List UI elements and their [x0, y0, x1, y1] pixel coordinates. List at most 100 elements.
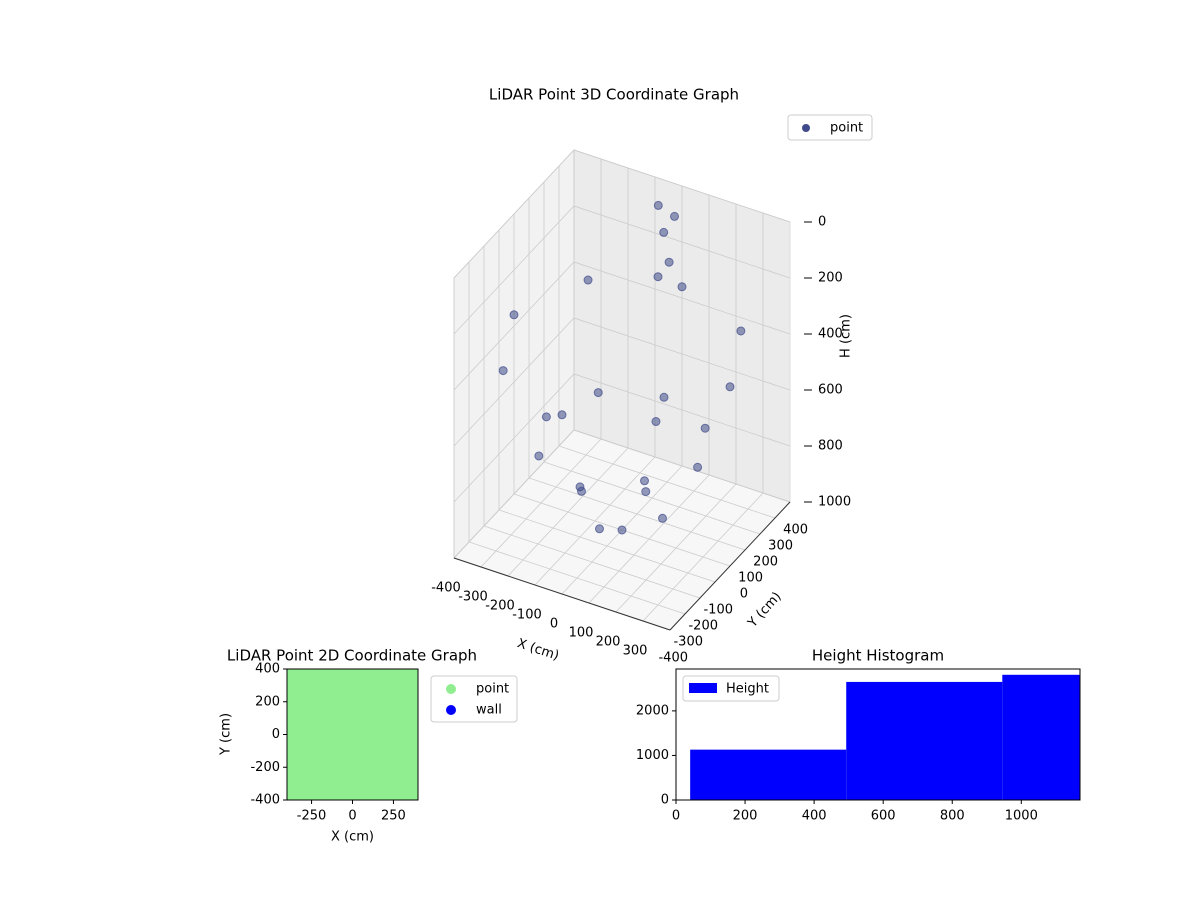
- x-tick-label: 600: [871, 809, 896, 824]
- axes-frame: [675, 668, 1081, 801]
- y-tick-label: 200: [255, 694, 280, 709]
- y-tick-label: 100: [738, 571, 763, 586]
- legend-marker: [446, 705, 456, 715]
- point: [583, 275, 593, 285]
- y-tick-label: -200: [250, 760, 280, 775]
- point: [659, 227, 669, 237]
- y-tick-label: -200: [688, 619, 718, 634]
- z-tick-label: 1000: [818, 495, 851, 510]
- chart-title: Height Histogram: [812, 647, 944, 665]
- bar: [690, 749, 847, 800]
- y-axis: [669, 501, 791, 631]
- legend-marker: [446, 684, 456, 694]
- z-tick-label: 0: [818, 215, 826, 230]
- grid-line: [453, 261, 791, 391]
- plot-area: [690, 674, 1080, 800]
- grid-line: [453, 429, 791, 559]
- y-tick-label: -300: [673, 635, 703, 650]
- point: [653, 200, 663, 210]
- legend-marker: [689, 683, 717, 693]
- y-tick-label: 200: [753, 555, 778, 570]
- point: [534, 451, 544, 461]
- legend-label: wall: [476, 703, 502, 718]
- y-tick-label: 0: [740, 587, 748, 602]
- legend-box: [787, 114, 873, 141]
- point: [670, 211, 679, 221]
- point: [664, 257, 674, 267]
- point: [617, 525, 627, 535]
- x-tick-label: 200: [596, 635, 621, 650]
- legend-marker: [802, 124, 810, 132]
- point: [651, 417, 661, 427]
- y-axis-label: Y (cm): [219, 713, 234, 756]
- y-tick-label: 0: [661, 793, 669, 808]
- y-axis-label: Y (cm): [745, 589, 785, 631]
- x-tick-label: 300: [623, 644, 648, 659]
- z-tick-label: 800: [818, 439, 843, 454]
- point: [725, 382, 735, 392]
- y-tick-label: -400: [658, 651, 688, 666]
- y-tick-label: 400: [783, 523, 808, 538]
- x-tick-label: 200: [733, 809, 758, 824]
- grid-line: [453, 317, 791, 447]
- x-tick-label: 400: [802, 809, 827, 824]
- z-axis-label: H (cm): [839, 314, 854, 358]
- point: [677, 282, 687, 292]
- point: [541, 412, 551, 422]
- x-tick-label: 800: [940, 809, 965, 824]
- point: [575, 482, 585, 492]
- x-tick-label: -300: [458, 590, 488, 605]
- y-tick-label: -100: [703, 603, 733, 618]
- x-tick-label: 0: [550, 617, 558, 632]
- bar: [846, 681, 1003, 800]
- point: [595, 524, 604, 534]
- x-tick-label: 0: [672, 809, 680, 824]
- point: [593, 388, 603, 398]
- x-axis-label: X (cm): [331, 830, 374, 845]
- x-tick-label: 0: [348, 809, 356, 824]
- point: [557, 410, 567, 420]
- y-tick-label: 2000: [636, 703, 669, 718]
- x-tick-label: 100: [569, 626, 594, 641]
- point: [736, 326, 746, 336]
- x-tick-label: -250: [297, 809, 327, 824]
- z-tick-label: 200: [818, 271, 843, 286]
- bar: [1002, 674, 1080, 800]
- x-axis: [453, 557, 671, 631]
- x-tick-label: -400: [431, 581, 461, 596]
- point: [658, 513, 667, 523]
- point: [498, 366, 508, 376]
- x-axis-label: X (cm): [515, 636, 561, 664]
- point: [700, 423, 710, 433]
- point: [640, 476, 649, 486]
- point: [653, 272, 663, 282]
- point: [509, 310, 519, 320]
- z-tick-label: 400: [818, 327, 843, 342]
- chart-title: LiDAR Point 2D Coordinate Graph: [227, 647, 477, 665]
- point: [641, 487, 651, 497]
- point: [659, 392, 669, 402]
- plot-area: [498, 200, 746, 535]
- x-tick-label: -200: [485, 599, 515, 614]
- x-tick-label: 250: [381, 809, 406, 824]
- grid-line: [453, 149, 791, 279]
- y-tick-label: -400: [250, 793, 280, 808]
- chart-title: LiDAR Point 3D Coordinate Graph: [489, 86, 739, 104]
- z-tick-label: 600: [818, 383, 843, 398]
- plot-area: [287, 669, 418, 800]
- y-tick-label: 1000: [636, 748, 669, 763]
- point: [693, 462, 703, 472]
- y-tick-label: 400: [255, 662, 280, 677]
- y-tick-label: 0: [272, 727, 280, 742]
- grid-line: [453, 373, 791, 503]
- legend-box: [682, 675, 780, 702]
- legend-label: point: [830, 121, 863, 136]
- y-tick-label: 300: [768, 539, 793, 554]
- grid-line: [453, 205, 791, 335]
- point: [331, 669, 418, 756]
- x-tick-label: 1000: [1005, 809, 1038, 824]
- legend-label: Height: [726, 682, 769, 697]
- legend-label: point: [476, 682, 509, 697]
- x-tick-label: -100: [512, 608, 542, 623]
